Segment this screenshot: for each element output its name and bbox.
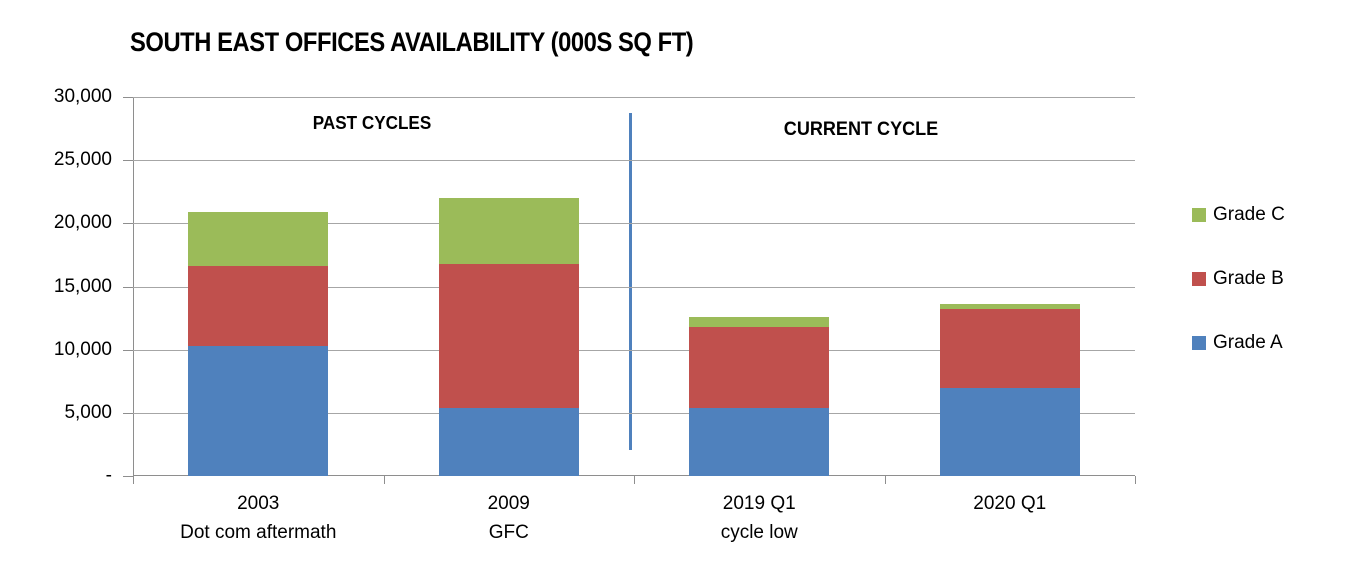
bar-2003-grade-c: [188, 211, 329, 267]
legend-item-grade-c: Grade C: [1192, 204, 1285, 225]
y-axis-tick: [123, 223, 133, 225]
grade-a-swatch-icon: [1192, 336, 1206, 350]
y-axis-tick-label: -: [105, 465, 112, 486]
gridline: [133, 286, 1135, 288]
gridline: [133, 349, 1135, 351]
chart-title: SOUTH EAST OFFICES AVAILABILITY (000S SQ…: [130, 27, 694, 57]
x-axis-tick: [133, 476, 134, 484]
bar-2019-q1-grade-c: [689, 316, 830, 327]
annotation-past-cycles: PAST CYCLES: [312, 113, 432, 133]
bar-2009-grade-c: [438, 198, 579, 264]
bar-2003-grade-b: [188, 266, 329, 346]
cycle-divider-line: [629, 113, 632, 450]
bar-2009-grade-b: [438, 263, 579, 408]
annotation-current-cycle: CURRENT CYCLE: [783, 119, 939, 140]
bar-2019-q1-grade-b: [689, 326, 830, 408]
y-axis-tick: [123, 160, 133, 162]
grade-b-swatch-icon: [1192, 272, 1206, 286]
bar-2020-q1-grade-a: [939, 387, 1080, 476]
bar-2020-q1-grade-b: [939, 309, 1080, 388]
x-axis-category-label: 2019 Q1: [722, 493, 796, 514]
bar-2020-q1-grade-c: [939, 304, 1080, 310]
bar-2003-grade-a: [188, 345, 329, 476]
y-axis-tick-label: 5,000: [64, 401, 112, 423]
legend-label: Grade C: [1213, 204, 1285, 225]
gridline: [133, 412, 1135, 414]
legend-item-grade-a: Grade A: [1192, 332, 1285, 353]
bar-2009-grade-a: [438, 407, 579, 476]
x-axis-tick: [1135, 476, 1136, 484]
bar-2019-q1-grade-a: [689, 407, 830, 476]
x-axis-category-label: 2020 Q1: [973, 493, 1047, 514]
x-axis-category-label: 2009: [487, 493, 530, 514]
y-axis-tick-label: 30,000: [53, 86, 112, 107]
legend-label: Grade B: [1213, 268, 1284, 289]
x-axis-category-sublabel: cycle low: [720, 522, 798, 543]
x-axis-category-sublabel: GFC: [488, 522, 529, 543]
legend-item-grade-b: Grade B: [1192, 268, 1285, 289]
gridline: [133, 223, 1135, 225]
grade-c-swatch-icon: [1192, 208, 1206, 222]
y-axis-tick-label: 25,000: [53, 149, 112, 171]
legend-label: Grade A: [1213, 332, 1283, 353]
legend: Grade C Grade B Grade A: [1192, 204, 1285, 397]
x-axis-category-label: 2003: [237, 493, 280, 514]
y-axis-tick-label: 20,000: [53, 212, 112, 234]
y-axis-tick: [123, 412, 133, 414]
y-axis-tick: [123, 286, 133, 288]
x-axis-category-sublabel: Dot com aftermath: [180, 522, 337, 543]
y-axis-tick: [123, 97, 133, 98]
y-axis-tick-label: 15,000: [53, 275, 112, 297]
gridline: [133, 160, 1135, 162]
y-axis-tick-label: 10,000: [53, 338, 112, 360]
gridline: [133, 97, 1135, 98]
y-axis-tick: [123, 476, 133, 477]
x-axis-tick: [884, 476, 886, 484]
x-axis-tick: [383, 476, 385, 484]
x-axis-tick: [634, 476, 635, 484]
y-axis-tick: [123, 349, 133, 351]
